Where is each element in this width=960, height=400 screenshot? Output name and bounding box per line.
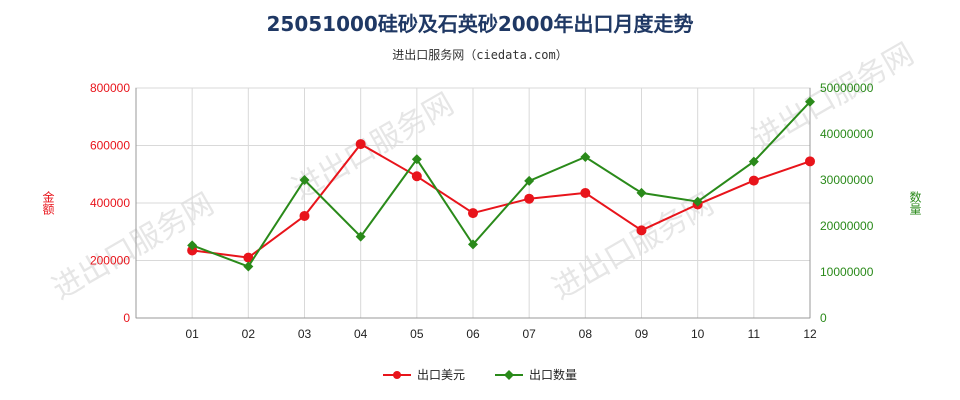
y-right-tick-label: 20000000 bbox=[820, 219, 874, 233]
data-point-qty bbox=[299, 175, 310, 185]
data-point-usd bbox=[187, 245, 198, 256]
x-tick-label: 04 bbox=[354, 327, 368, 341]
data-point-usd bbox=[805, 156, 815, 167]
data-point-qty bbox=[243, 261, 254, 272]
data-point-usd bbox=[355, 139, 366, 150]
data-point-qty bbox=[524, 175, 535, 186]
data-point-qty bbox=[411, 154, 422, 165]
legend-green-line-icon bbox=[495, 369, 523, 380]
data-point-qty bbox=[692, 196, 703, 207]
x-tick-label: 06 bbox=[466, 327, 480, 341]
legend-label-qty: 出口数量 bbox=[529, 368, 578, 382]
data-point-usd bbox=[243, 252, 254, 263]
y-left-tick-label: 400000 bbox=[90, 196, 130, 210]
y-right-tick-label: 50000000 bbox=[820, 81, 874, 95]
legend-label-usd: 出口美元 bbox=[416, 368, 465, 382]
y-left-axis-label: 金额 bbox=[41, 190, 55, 216]
data-point-qty bbox=[468, 239, 478, 250]
legend: 出口美元 出口数量 bbox=[0, 366, 960, 383]
x-tick-label: 12 bbox=[803, 327, 817, 341]
x-tick-label: 11 bbox=[748, 327, 761, 341]
legend-red-line-icon bbox=[382, 370, 411, 379]
data-point-qty bbox=[580, 152, 591, 162]
x-tick-label: 08 bbox=[579, 327, 593, 341]
data-point-qty bbox=[748, 156, 759, 167]
data-point-qty bbox=[805, 96, 815, 107]
data-point-usd bbox=[299, 210, 310, 221]
y-right-tick-label: 40000000 bbox=[820, 127, 874, 141]
series-line-usd bbox=[192, 142, 811, 259]
y-right-tick-label: 30000000 bbox=[820, 173, 874, 187]
chart-title: 25051000硅砂及石英砂2000年出口月度走势 bbox=[266, 12, 694, 36]
x-tick-label: 01 bbox=[185, 327, 199, 341]
x-tick-label: 09 bbox=[635, 327, 649, 341]
chart-subtitle: 进出口服务网（ciedata.com） bbox=[392, 48, 568, 62]
data-point-qty bbox=[355, 231, 366, 242]
data-point-usd bbox=[636, 225, 647, 236]
y-right-tick-label: 0 bbox=[820, 311, 827, 325]
legend-item-usd[interactable]: 出口美元 bbox=[382, 366, 465, 383]
y-right-axis-label: 数量 bbox=[908, 190, 922, 215]
y-left-tick-label: 600000 bbox=[90, 139, 130, 153]
series-line-qty bbox=[191, 101, 811, 268]
data-point-usd bbox=[580, 187, 591, 198]
y-right-tick-label: 10000000 bbox=[820, 265, 874, 279]
y-left-tick-label: 0 bbox=[123, 311, 130, 325]
y-left-tick-label: 800000 bbox=[90, 81, 130, 95]
x-tick-label: 10 bbox=[691, 327, 705, 341]
data-point-usd bbox=[468, 208, 478, 219]
data-point-usd bbox=[524, 193, 535, 204]
x-tick-label: 03 bbox=[298, 327, 312, 341]
x-tick-label: 07 bbox=[522, 327, 536, 341]
x-tick-label: 02 bbox=[242, 327, 256, 341]
x-tick-label: 05 bbox=[410, 327, 424, 341]
y-left-tick-label: 200000 bbox=[90, 254, 130, 268]
data-point-qty bbox=[636, 187, 647, 198]
data-point-usd bbox=[411, 171, 422, 182]
legend-item-qty[interactable]: 出口数量 bbox=[495, 366, 577, 383]
data-point-usd bbox=[748, 175, 759, 186]
data-point-qty bbox=[187, 240, 198, 251]
